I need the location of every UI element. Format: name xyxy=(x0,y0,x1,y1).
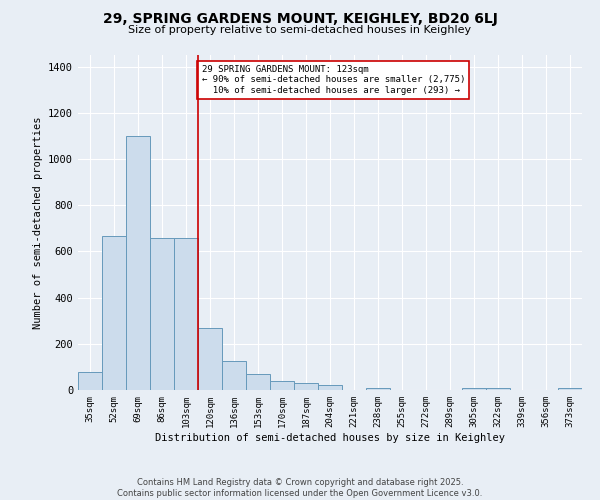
Text: 29, SPRING GARDENS MOUNT, KEIGHLEY, BD20 6LJ: 29, SPRING GARDENS MOUNT, KEIGHLEY, BD20… xyxy=(103,12,497,26)
Bar xyxy=(246,374,270,390)
Text: Contains HM Land Registry data © Crown copyright and database right 2025.
Contai: Contains HM Land Registry data © Crown c… xyxy=(118,478,482,498)
Bar xyxy=(78,372,102,390)
Text: 29 SPRING GARDENS MOUNT: 123sqm
← 90% of semi-detached houses are smaller (2,775: 29 SPRING GARDENS MOUNT: 123sqm ← 90% of… xyxy=(202,65,465,95)
Bar xyxy=(462,388,486,390)
Bar xyxy=(318,386,342,390)
Bar xyxy=(150,238,174,390)
Bar xyxy=(294,383,318,390)
Bar xyxy=(102,236,126,390)
Bar xyxy=(486,388,510,390)
Y-axis label: Number of semi-detached properties: Number of semi-detached properties xyxy=(32,116,43,329)
Bar xyxy=(222,361,246,390)
Bar xyxy=(270,381,294,390)
Bar xyxy=(174,238,198,390)
Bar xyxy=(366,388,390,390)
Text: Size of property relative to semi-detached houses in Keighley: Size of property relative to semi-detach… xyxy=(128,25,472,35)
Bar xyxy=(126,136,150,390)
Bar xyxy=(558,388,582,390)
X-axis label: Distribution of semi-detached houses by size in Keighley: Distribution of semi-detached houses by … xyxy=(155,432,505,442)
Bar xyxy=(198,328,222,390)
